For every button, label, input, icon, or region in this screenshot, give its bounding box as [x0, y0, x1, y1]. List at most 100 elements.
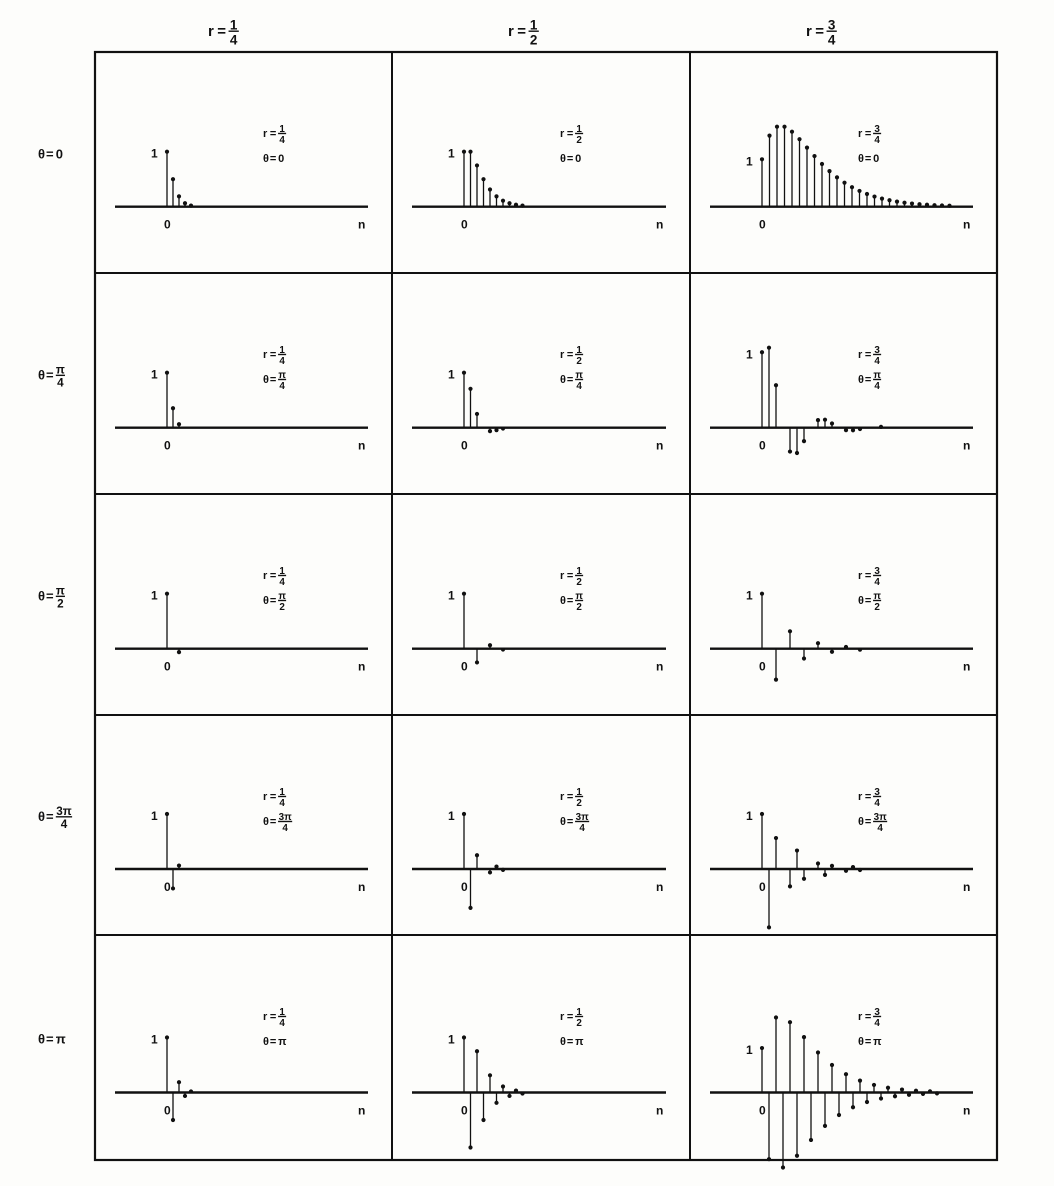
stem-point: [934, 1091, 940, 1096]
panel-row4-col0: 10 nr = 14θ = π: [115, 1007, 368, 1123]
stem-point: [176, 422, 182, 427]
stem-point: [909, 201, 915, 206]
unit-label: 1: [746, 347, 753, 361]
stem-point: [829, 1062, 835, 1068]
label-denominator: 4: [874, 798, 880, 809]
panel-theta-label: θ = π4: [858, 370, 881, 392]
label-variable: r: [858, 570, 863, 582]
label-equals: =: [567, 1011, 573, 1023]
stem-point: [829, 863, 835, 869]
n-axis-label: n: [656, 218, 663, 232]
panel-row0-col2: 10 nr = 34θ = 0: [710, 124, 973, 232]
label-denominator: 2: [530, 32, 538, 47]
origin-label: 0: [759, 218, 766, 232]
panel-theta-label: θ = π2: [263, 591, 286, 613]
n-axis-label: n: [656, 1104, 663, 1118]
stem-point: [759, 591, 765, 596]
label-equals: =: [217, 23, 226, 40]
label-equals: =: [567, 570, 573, 582]
row-header-theta-1: θ = π4: [38, 364, 65, 390]
stem-point: [773, 1015, 779, 1020]
label-denominator: 4: [579, 823, 585, 834]
label-equals: =: [567, 153, 573, 165]
panel-theta-label: θ = 0: [858, 153, 879, 165]
n-axis-label: n: [963, 1104, 970, 1118]
stem-point: [815, 641, 821, 646]
stem-point: [842, 180, 847, 185]
stem-point: [468, 1145, 473, 1150]
label-numerator: 1: [230, 17, 238, 32]
label-equals: =: [270, 595, 276, 607]
stem-point: [461, 149, 467, 154]
origin-label: 0: [461, 218, 468, 232]
label-numerator: π: [873, 370, 881, 381]
stem-point: [520, 203, 525, 208]
panel-row2-col2: 10 nr = 34θ = π2: [710, 566, 973, 682]
stem-point: [164, 149, 170, 154]
n-axis-label: n: [963, 660, 970, 674]
stems: [461, 1035, 525, 1150]
label-numerator: 1: [279, 345, 285, 356]
stems: [164, 811, 182, 891]
unit-label: 1: [448, 589, 455, 603]
label-numerator: π: [278, 370, 286, 381]
stem-point: [836, 1112, 842, 1118]
label-numerator: 1: [576, 787, 582, 798]
label-value: π: [278, 1036, 287, 1048]
label-variable: θ: [858, 1036, 864, 1048]
label-value: 0: [278, 153, 284, 165]
label-variable: θ: [560, 153, 566, 165]
label-variable: r: [858, 1011, 863, 1023]
stems: [759, 124, 952, 208]
label-numerator: 3: [874, 345, 880, 356]
label-variable: θ: [263, 816, 269, 828]
label-numerator: 3: [874, 1007, 880, 1018]
label-numerator: 1: [576, 566, 582, 577]
n-axis-label: n: [358, 880, 365, 894]
stems: [759, 811, 863, 930]
stem-point: [766, 1157, 772, 1162]
panel-row0-col1: 10 nr = 12θ = 0: [412, 124, 666, 232]
stem-point: [924, 202, 930, 207]
stem-point: [188, 203, 194, 208]
label-denominator: 4: [877, 823, 883, 834]
label-numerator: 3π: [576, 812, 589, 823]
stem-point: [927, 1089, 933, 1094]
label-equals: =: [865, 1011, 871, 1023]
panel-row4-col1: 10 nr = 12θ = π: [412, 1007, 666, 1150]
label-equals: =: [865, 349, 871, 361]
stem-point: [176, 650, 182, 655]
stem-point: [494, 1100, 499, 1105]
origin-label: 0: [461, 660, 468, 674]
label-equals: =: [865, 128, 871, 140]
label-equals: =: [270, 1036, 276, 1048]
panel-r-label: r = 12: [560, 124, 584, 146]
stem-point: [164, 811, 170, 817]
label-denominator: 4: [874, 1018, 880, 1029]
panel-r-label: r = 34: [858, 124, 882, 146]
panel-r-label: r = 34: [858, 566, 882, 588]
label-variable: r: [263, 791, 268, 803]
label-equals: =: [270, 1011, 276, 1023]
row-header-theta-4: θ = π: [38, 1032, 66, 1047]
label-numerator: 3: [828, 17, 836, 32]
n-axis-label: n: [656, 439, 663, 453]
label-variable: r: [560, 1011, 565, 1023]
label-numerator: 1: [576, 1007, 582, 1018]
unit-label: 1: [448, 809, 455, 823]
label-variable: r: [263, 570, 268, 582]
origin-label: 0: [164, 660, 171, 674]
origin-label: 0: [461, 880, 468, 894]
stem-point: [850, 1105, 856, 1110]
n-axis-label: n: [358, 1104, 365, 1118]
stem-point: [822, 872, 828, 877]
stem-point: [804, 145, 810, 150]
origin-label: 0: [461, 1104, 468, 1118]
label-equals: =: [567, 791, 573, 803]
label-numerator: 3: [874, 566, 880, 577]
label-variable: θ: [263, 153, 269, 165]
label-numerator: 1: [279, 1007, 285, 1018]
stem-point: [461, 1035, 467, 1040]
row-header-theta-0: θ = 0: [38, 147, 63, 162]
label-variable: θ: [263, 374, 269, 386]
